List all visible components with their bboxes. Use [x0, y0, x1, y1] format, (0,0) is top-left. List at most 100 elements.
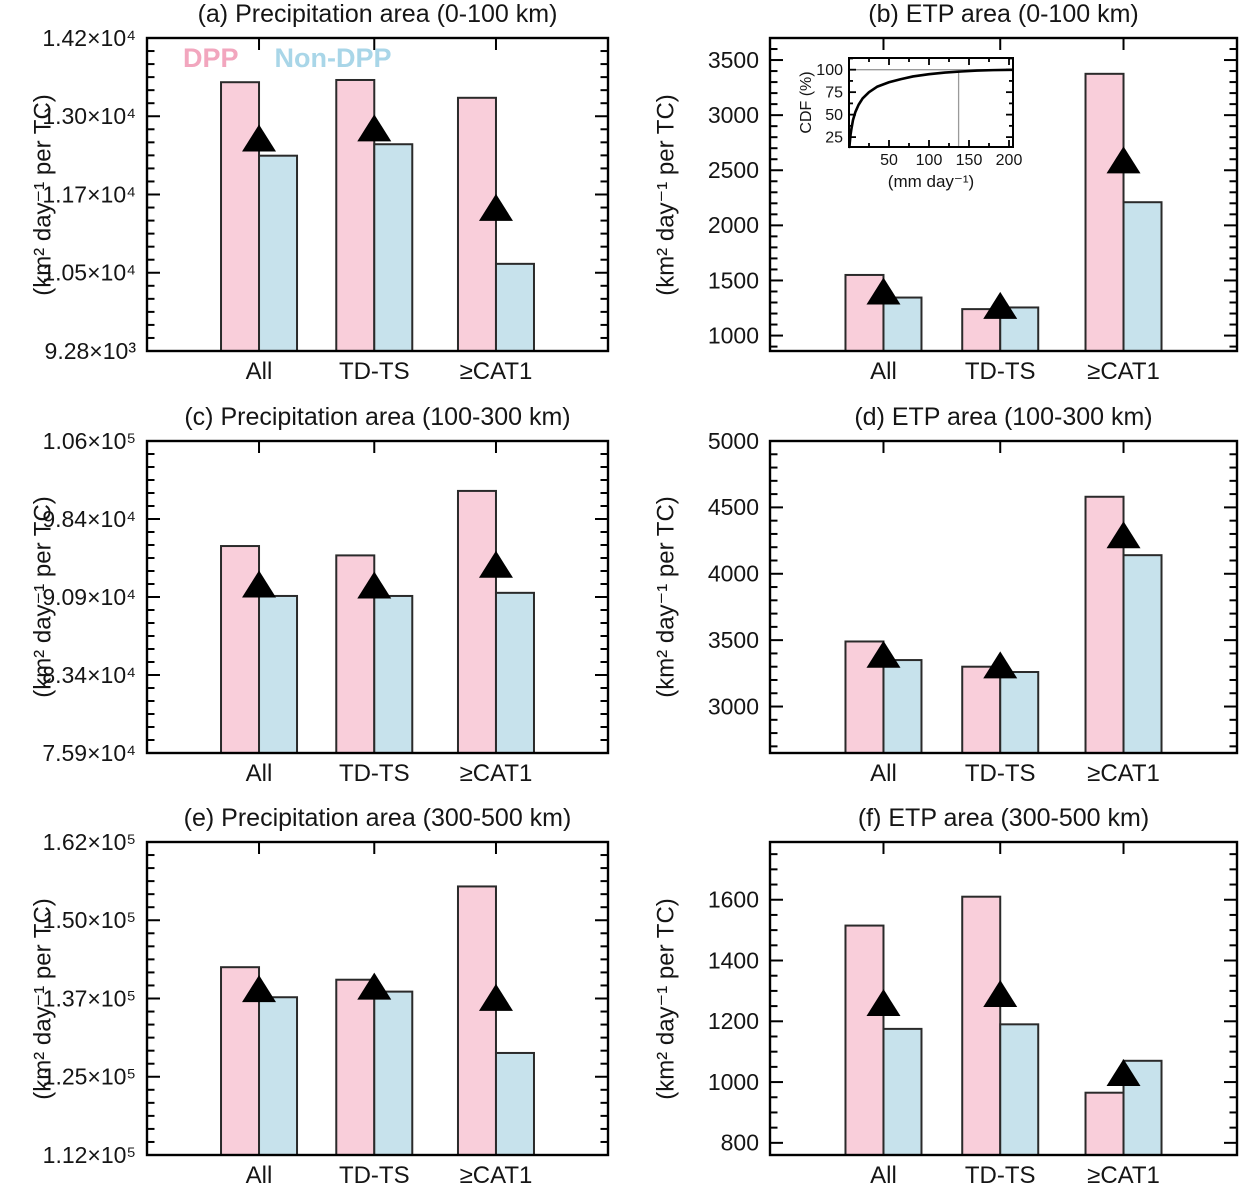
bar-non-dpp-all	[258, 154, 299, 353]
x-category-label: All	[246, 358, 273, 385]
panel-d-plot: 3000 3500 4000 4500 5000 All TD-TS ≥CAT1	[708, 428, 1239, 787]
panel-d-title: (d) ETP area (100-300 km)	[854, 403, 1153, 431]
x-category-label: All	[246, 1162, 273, 1183]
mean-triangle-marker	[1106, 1058, 1141, 1086]
bar-dpp-all	[844, 924, 885, 1156]
bar-dpp-td-ts	[335, 978, 376, 1156]
y-tick-label: 8.34×10⁴	[42, 662, 136, 688]
bar-non-dpp-≥cat1	[494, 591, 535, 754]
inset-x-tick-label: 50	[880, 152, 898, 169]
mean-triangle-marker	[1106, 521, 1141, 549]
y-tick-label: 3500	[708, 47, 759, 73]
panel-a-plot: 9.28×10³ 1.05×10⁴ 1.17×10⁴ 1.30×10⁴ 1.42×10⁴…	[42, 25, 610, 385]
axis-frame	[768, 840, 1239, 1157]
mean-triangle-marker	[242, 124, 277, 152]
bar-non-dpp-all	[258, 594, 299, 754]
panel-d-etp-100-300: (d) ETP area (100-300 km) (km² day⁻¹ per…	[653, 403, 1239, 787]
y-tick-label: 1500	[708, 267, 759, 293]
bar-non-dpp-all	[258, 996, 299, 1156]
x-category-label: TD-TS	[339, 760, 410, 787]
mean-triangle-marker	[866, 277, 901, 305]
panel-e-plot: 1.12×10⁵ 1.25×10⁵ 1.37×10⁵ 1.50×10⁵ 1.62×10⁵…	[43, 829, 610, 1183]
panel-d-y-axis-label: (km² day⁻¹ per TC)	[652, 496, 680, 698]
panel-e-title: (e) Precipitation area (300-500 km)	[183, 804, 572, 832]
bar-dpp-≥cat1	[456, 489, 497, 754]
y-tick-label: 3000	[708, 102, 759, 128]
bar-dpp-≥cat1	[1084, 1091, 1125, 1157]
y-tick-label: 800	[721, 1130, 759, 1156]
x-category-label: TD-TS	[965, 760, 1036, 787]
x-category-label: ≥CAT1	[460, 358, 533, 385]
y-tick-label: 1000	[708, 1069, 759, 1095]
y-tick-label: 1.50×10⁵	[43, 907, 136, 933]
mean-triangle-marker	[866, 640, 901, 668]
panel-a-title: (a) Precipitation area (0-100 km)	[197, 0, 558, 28]
axis-frame	[145, 840, 610, 1157]
bar-non-dpp-all	[882, 296, 923, 353]
y-tick-label: 9.09×10⁴	[42, 584, 136, 610]
inset-y-tick-label: 25	[825, 130, 843, 147]
y-tick-label: 9.84×10⁴	[42, 506, 136, 532]
y-tick-label: 1.05×10⁴	[42, 260, 136, 286]
y-tick-label: 5000	[708, 428, 759, 454]
bar-dpp-all	[220, 545, 261, 755]
y-tick-label: 2000	[708, 212, 759, 238]
panel-c-precip-100-300: (c) Precipitation area (100-300 km) (km²…	[30, 403, 610, 787]
legend-dpp-label: DPP	[183, 43, 239, 73]
bar-non-dpp-≥cat1	[494, 262, 535, 352]
panel-b-plot: 1000 1500 2000 2500 3000 3500 25 50 75 100 50 100 15…	[708, 36, 1239, 385]
mean-triangle-marker	[983, 291, 1018, 319]
bar-dpp-all	[844, 273, 885, 352]
mean-triangle-marker	[983, 979, 1018, 1007]
mean-triangle-marker	[478, 550, 513, 578]
bar-non-dpp-td-ts	[999, 671, 1040, 755]
bar-dpp-≥cat1	[456, 885, 497, 1156]
mean-triangle-marker	[478, 193, 513, 221]
bar-dpp-all	[220, 81, 261, 353]
x-category-label: All	[870, 1162, 897, 1183]
panel-c-title: (c) Precipitation area (100-300 km)	[184, 403, 571, 431]
y-tick-label: 1200	[708, 1008, 759, 1034]
mean-triangle-marker	[357, 114, 392, 142]
mean-triangle-marker	[242, 570, 277, 598]
legend-non-dpp-label: Non-DPP	[274, 43, 392, 73]
panel-a-precip-0-100: (a) Precipitation area (0-100 km) (km² d…	[30, 0, 610, 385]
bar-dpp-≥cat1	[1084, 72, 1125, 352]
inset-x-axis-label: (mm day⁻¹)	[888, 172, 974, 191]
bar-non-dpp-≥cat1	[1122, 201, 1163, 352]
inset-y-tick-label: 100	[816, 62, 843, 79]
bar-non-dpp-≥cat1	[1122, 554, 1163, 754]
y-tick-label: 3500	[708, 627, 759, 653]
x-category-label: TD-TS	[339, 1162, 410, 1183]
panel-b-y-axis-label: (km² day⁻¹ per TC)	[652, 93, 680, 296]
x-category-label: TD-TS	[965, 1162, 1036, 1183]
y-tick-label: 1.06×10⁵	[43, 428, 136, 454]
y-tick-label: 1.12×10⁵	[43, 1142, 136, 1168]
axis-frame	[145, 36, 610, 353]
y-tick-label: 1.25×10⁵	[43, 1064, 136, 1090]
inset-cdf-curve	[848, 68, 1014, 149]
axis-frame	[145, 439, 610, 755]
inset-x-tick-label: 200	[996, 152, 1023, 169]
y-tick-label: 4000	[708, 561, 759, 587]
panel-f-y-axis-label: (km² day⁻¹ per TC)	[652, 897, 680, 1100]
x-category-label: All	[246, 760, 273, 787]
bar-non-dpp-all	[882, 659, 923, 754]
y-tick-label: 1.37×10⁵	[43, 985, 136, 1011]
y-tick-label: 9.28×10³	[45, 338, 137, 364]
axis-frame	[768, 439, 1239, 755]
panel-b-title: (b) ETP area (0-100 km)	[868, 0, 1139, 28]
y-tick-label: 1400	[708, 947, 759, 973]
y-tick-label: 4500	[708, 494, 759, 520]
x-category-label: ≥CAT1	[460, 1162, 533, 1183]
panel-b-etp-0-100: (b) ETP area (0-100 km) (km² day⁻¹ per T…	[653, 0, 1239, 385]
bar-dpp-≥cat1	[456, 96, 497, 352]
x-category-label: TD-TS	[965, 358, 1036, 385]
x-category-label: ≥CAT1	[460, 760, 533, 787]
x-category-label: TD-TS	[339, 358, 410, 385]
mean-triangle-marker	[983, 651, 1018, 679]
x-category-label: ≥CAT1	[1087, 1162, 1160, 1183]
panel-f-etp-300-500: (f) ETP area (300-500 km) (km² day⁻¹ per…	[653, 804, 1239, 1183]
panel-c-plot: 7.59×10⁴ 8.34×10⁴ 9.09×10⁴ 9.84×10⁴ 1.06×10⁵…	[42, 428, 610, 787]
